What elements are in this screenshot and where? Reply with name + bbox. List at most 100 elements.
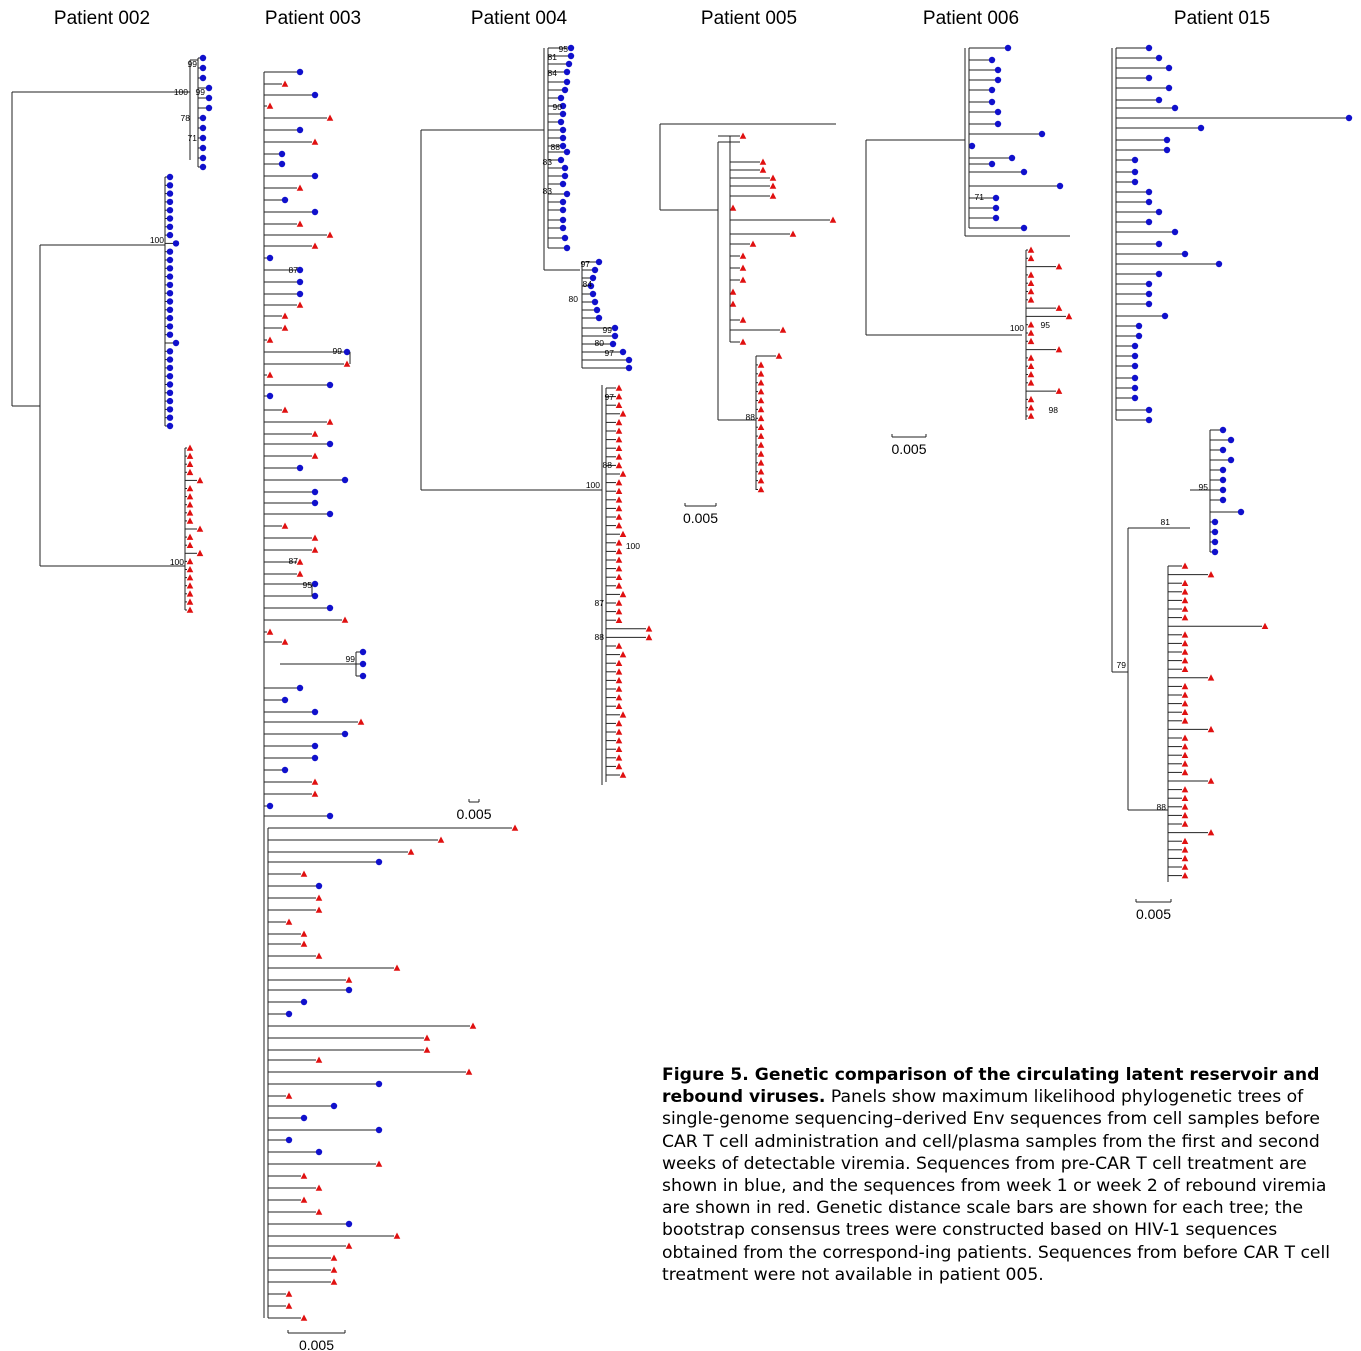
pre-treatment-tip bbox=[326, 440, 334, 448]
rebound-tip bbox=[615, 427, 623, 434]
pre-treatment-tip bbox=[563, 244, 571, 252]
rebound-tip bbox=[300, 870, 308, 877]
pre-treatment-tip bbox=[266, 802, 274, 810]
rebound-tip bbox=[423, 1034, 431, 1041]
rebound-tip bbox=[615, 754, 623, 761]
rebound-tip bbox=[1181, 837, 1189, 844]
rebound-tip bbox=[1065, 312, 1073, 320]
rebound-tip bbox=[615, 582, 623, 589]
pre-treatment-tip bbox=[166, 364, 174, 372]
rebound-tip bbox=[1181, 562, 1189, 569]
rebound-tip bbox=[1027, 379, 1035, 386]
pre-treatment-tip bbox=[563, 190, 571, 198]
pre-treatment-tip bbox=[559, 206, 567, 214]
bootstrap-label: 100 bbox=[626, 541, 640, 551]
rebound-tip bbox=[315, 1056, 323, 1063]
bootstrap-label: 88 bbox=[603, 460, 613, 470]
pre-treatment-tip bbox=[199, 54, 207, 62]
pre-treatment-tip bbox=[166, 207, 174, 214]
rebound-tip bbox=[315, 894, 323, 901]
caption-text: Panels show maximum likelihood phylogene… bbox=[662, 1087, 1331, 1285]
rebound-tip bbox=[769, 182, 777, 189]
rebound-tip bbox=[285, 1290, 293, 1297]
pre-treatment-tip bbox=[375, 1080, 383, 1088]
rebound-tip bbox=[281, 312, 289, 319]
pre-treatment-tip bbox=[994, 120, 1002, 128]
rebound-tip bbox=[615, 642, 623, 649]
pre-treatment-tip bbox=[359, 660, 367, 668]
rebound-tip bbox=[437, 836, 445, 843]
pre-treatment-tip bbox=[166, 331, 174, 338]
pre-treatment-tip bbox=[205, 104, 213, 112]
scale-bar-label: 0.005 bbox=[891, 441, 926, 457]
rebound-tip bbox=[1181, 579, 1189, 586]
rebound-tip bbox=[326, 231, 334, 238]
rebound-tip bbox=[757, 388, 765, 395]
pre-treatment-tip bbox=[172, 240, 180, 247]
pre-treatment-tip bbox=[1219, 486, 1227, 494]
rebound-tip bbox=[615, 401, 623, 408]
panel-title-004: Patient 004 bbox=[470, 8, 568, 29]
rebound-tip bbox=[1181, 648, 1189, 655]
pre-treatment-tip bbox=[1131, 342, 1139, 350]
pre-treatment-tip bbox=[1131, 168, 1139, 176]
pre-treatment-tip bbox=[311, 592, 319, 600]
pre-treatment-tip bbox=[278, 160, 286, 168]
pre-treatment-tip bbox=[1131, 394, 1139, 402]
pre-treatment-tip bbox=[1145, 300, 1153, 308]
bootstrap-label: 99 bbox=[188, 59, 198, 69]
pre-treatment-tip bbox=[166, 389, 174, 396]
rebound-tip bbox=[1181, 639, 1189, 647]
rebound-tip bbox=[615, 487, 623, 494]
rebound-tip bbox=[615, 461, 623, 469]
bootstrap-label: 87 bbox=[289, 556, 299, 566]
pre-treatment-tip bbox=[296, 266, 304, 274]
bootstrap-label: 99 bbox=[196, 87, 206, 97]
pre-treatment-tip bbox=[166, 273, 174, 280]
rebound-tip bbox=[615, 418, 623, 426]
pre-treatment-tip bbox=[345, 1220, 353, 1228]
rebound-tip bbox=[281, 522, 289, 529]
rebound-tip bbox=[1055, 304, 1063, 311]
pre-treatment-tip bbox=[591, 298, 599, 306]
rebound-tip bbox=[315, 906, 323, 913]
pre-treatment-tip bbox=[589, 290, 597, 298]
pre-treatment-tip bbox=[341, 476, 349, 484]
rebound-tip bbox=[739, 276, 747, 283]
pre-treatment-tip bbox=[296, 290, 304, 298]
pre-treatment-tip bbox=[1038, 130, 1046, 138]
rebound-tip bbox=[615, 513, 623, 520]
rebound-tip bbox=[615, 676, 623, 684]
rebound-tip bbox=[1181, 786, 1189, 793]
rebound-tip bbox=[1027, 296, 1035, 303]
scale-bar-label: 0.005 bbox=[299, 1337, 334, 1351]
pre-treatment-tip bbox=[587, 282, 595, 290]
pre-treatment-tip bbox=[330, 1102, 338, 1110]
rebound-tip bbox=[1181, 631, 1189, 638]
rebound-tip bbox=[1181, 596, 1189, 604]
rebound-tip bbox=[311, 534, 319, 541]
rebound-tip bbox=[615, 668, 623, 675]
pre-treatment-tip bbox=[1165, 64, 1173, 72]
rebound-tip bbox=[357, 718, 365, 725]
pre-treatment-tip bbox=[166, 406, 174, 413]
rebound-tip bbox=[645, 633, 653, 641]
bootstrap-label: 99 bbox=[603, 325, 613, 335]
rebound-tip bbox=[615, 616, 623, 623]
pre-treatment-tip bbox=[166, 306, 174, 313]
rebound-tip bbox=[186, 468, 194, 476]
rebound-tip bbox=[281, 406, 289, 413]
pre-treatment-tip bbox=[988, 86, 996, 94]
rebound-tip bbox=[300, 940, 308, 947]
pre-treatment-tip bbox=[1215, 260, 1223, 268]
pre-treatment-tip bbox=[311, 499, 319, 507]
pre-treatment-tip bbox=[988, 56, 996, 64]
pre-treatment-tip bbox=[559, 142, 567, 150]
pre-treatment-tip bbox=[326, 604, 334, 612]
rebound-tip bbox=[186, 517, 194, 524]
rebound-tip bbox=[186, 485, 194, 492]
bootstrap-label: 83 bbox=[543, 186, 553, 196]
rebound-tip bbox=[1181, 743, 1189, 750]
pre-treatment-tip bbox=[1004, 44, 1012, 52]
pre-treatment-tip bbox=[1020, 224, 1028, 232]
